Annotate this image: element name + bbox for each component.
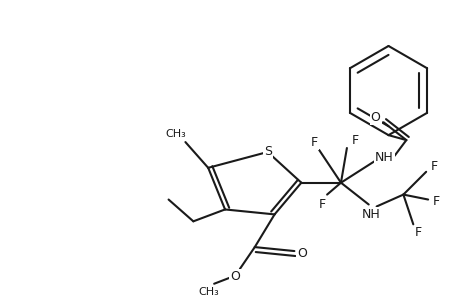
- Text: S: S: [263, 146, 271, 158]
- Text: CH₃: CH₃: [198, 287, 219, 297]
- Text: F: F: [430, 160, 437, 173]
- Text: O: O: [230, 270, 240, 283]
- Text: F: F: [431, 195, 439, 208]
- Text: CH₃: CH₃: [165, 129, 185, 139]
- Text: F: F: [310, 136, 317, 148]
- Text: O: O: [370, 111, 380, 124]
- Text: F: F: [351, 134, 358, 147]
- Text: F: F: [318, 198, 325, 211]
- Text: F: F: [414, 226, 421, 239]
- Text: NH: NH: [375, 152, 393, 164]
- Text: NH: NH: [360, 208, 379, 221]
- Text: O: O: [297, 247, 307, 260]
